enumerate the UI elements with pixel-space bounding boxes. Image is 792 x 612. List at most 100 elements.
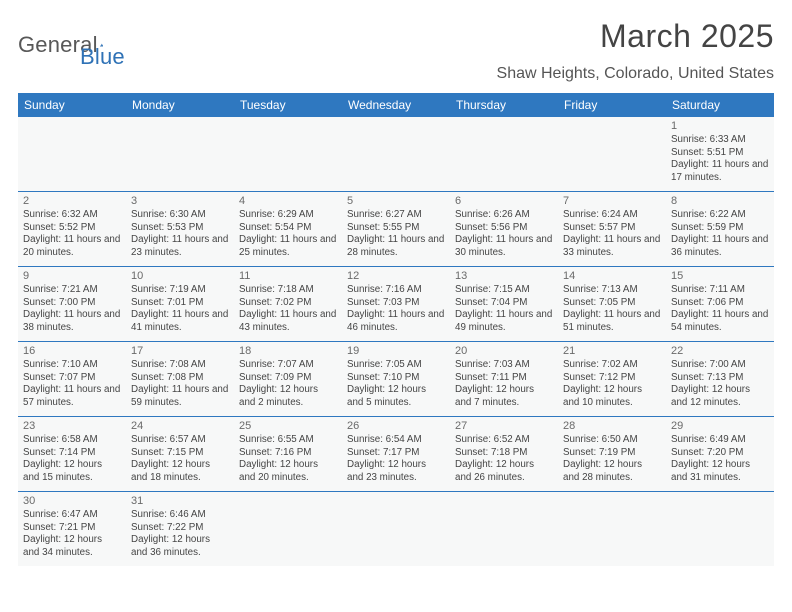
day-header: Friday	[558, 93, 666, 117]
day-number: 31	[131, 494, 229, 508]
sunset: Sunset: 7:20 PM	[671, 447, 769, 460]
daylight: Daylight: 11 hours and 41 minutes.	[131, 309, 229, 334]
day-number: 2	[23, 194, 121, 208]
day-header: Monday	[126, 93, 234, 117]
daylight: Daylight: 12 hours and 34 minutes.	[23, 534, 121, 559]
day-content: 2Sunrise: 6:32 AMSunset: 5:52 PMDaylight…	[18, 192, 126, 262]
sunset: Sunset: 7:02 PM	[239, 297, 337, 310]
sunset: Sunset: 7:03 PM	[347, 297, 445, 310]
sunset: Sunset: 7:00 PM	[23, 297, 121, 310]
sunset: Sunset: 7:16 PM	[239, 447, 337, 460]
day-content: 7Sunrise: 6:24 AMSunset: 5:57 PMDaylight…	[558, 192, 666, 262]
sunrise: Sunrise: 6:46 AM	[131, 509, 229, 522]
sunset: Sunset: 7:12 PM	[563, 372, 661, 385]
day-cell: 19Sunrise: 7:05 AMSunset: 7:10 PMDayligh…	[342, 342, 450, 417]
day-cell: 10Sunrise: 7:19 AMSunset: 7:01 PMDayligh…	[126, 267, 234, 342]
day-number: 3	[131, 194, 229, 208]
day-cell: 4Sunrise: 6:29 AMSunset: 5:54 PMDaylight…	[234, 192, 342, 267]
sunrise: Sunrise: 7:13 AM	[563, 284, 661, 297]
sunset: Sunset: 7:10 PM	[347, 372, 445, 385]
day-content: 6Sunrise: 6:26 AMSunset: 5:56 PMDaylight…	[450, 192, 558, 262]
day-cell: 2Sunrise: 6:32 AMSunset: 5:52 PMDaylight…	[18, 192, 126, 267]
day-number: 23	[23, 419, 121, 433]
calendar-row: 16Sunrise: 7:10 AMSunset: 7:07 PMDayligh…	[18, 342, 774, 417]
empty-cell	[450, 492, 558, 567]
day-number: 29	[671, 419, 769, 433]
calendar-body: 1Sunrise: 6:33 AMSunset: 5:51 PMDaylight…	[18, 117, 774, 566]
sunrise: Sunrise: 7:19 AM	[131, 284, 229, 297]
day-header: Saturday	[666, 93, 774, 117]
day-cell: 15Sunrise: 7:11 AMSunset: 7:06 PMDayligh…	[666, 267, 774, 342]
sunset: Sunset: 5:52 PM	[23, 222, 121, 235]
sunset: Sunset: 5:59 PM	[671, 222, 769, 235]
day-content: 15Sunrise: 7:11 AMSunset: 7:06 PMDayligh…	[666, 267, 774, 337]
day-cell: 18Sunrise: 7:07 AMSunset: 7:09 PMDayligh…	[234, 342, 342, 417]
daylight: Daylight: 12 hours and 23 minutes.	[347, 459, 445, 484]
day-content: 9Sunrise: 7:21 AMSunset: 7:00 PMDaylight…	[18, 267, 126, 337]
sunset: Sunset: 7:08 PM	[131, 372, 229, 385]
day-content: 8Sunrise: 6:22 AMSunset: 5:59 PMDaylight…	[666, 192, 774, 262]
day-cell: 16Sunrise: 7:10 AMSunset: 7:07 PMDayligh…	[18, 342, 126, 417]
title-block: March 2025 Shaw Heights, Colorado, Unite…	[497, 18, 774, 93]
daylight: Daylight: 11 hours and 36 minutes.	[671, 234, 769, 259]
sunrise: Sunrise: 6:22 AM	[671, 209, 769, 222]
sunrise: Sunrise: 6:58 AM	[23, 434, 121, 447]
empty-cell	[342, 492, 450, 567]
day-number: 8	[671, 194, 769, 208]
day-cell: 20Sunrise: 7:03 AMSunset: 7:11 PMDayligh…	[450, 342, 558, 417]
sunrise: Sunrise: 7:03 AM	[455, 359, 553, 372]
sunset: Sunset: 7:04 PM	[455, 297, 553, 310]
day-cell: 21Sunrise: 7:02 AMSunset: 7:12 PMDayligh…	[558, 342, 666, 417]
sunset: Sunset: 7:09 PM	[239, 372, 337, 385]
logo-blue-wrap: Blue	[80, 44, 125, 70]
daylight: Daylight: 11 hours and 25 minutes.	[239, 234, 337, 259]
sunset: Sunset: 7:18 PM	[455, 447, 553, 460]
empty-cell	[342, 117, 450, 192]
empty-cell	[666, 492, 774, 567]
calendar-row: 9Sunrise: 7:21 AMSunset: 7:00 PMDaylight…	[18, 267, 774, 342]
day-content: 5Sunrise: 6:27 AMSunset: 5:55 PMDaylight…	[342, 192, 450, 262]
daylight: Daylight: 12 hours and 20 minutes.	[239, 459, 337, 484]
header: General March 2025 Shaw Heights, Colorad…	[18, 18, 774, 93]
day-cell: 25Sunrise: 6:55 AMSunset: 7:16 PMDayligh…	[234, 417, 342, 492]
day-cell: 24Sunrise: 6:57 AMSunset: 7:15 PMDayligh…	[126, 417, 234, 492]
day-content: 4Sunrise: 6:29 AMSunset: 5:54 PMDaylight…	[234, 192, 342, 262]
sunset: Sunset: 7:15 PM	[131, 447, 229, 460]
daylight: Daylight: 11 hours and 20 minutes.	[23, 234, 121, 259]
daylight: Daylight: 11 hours and 43 minutes.	[239, 309, 337, 334]
sunrise: Sunrise: 6:29 AM	[239, 209, 337, 222]
calendar-head: SundayMondayTuesdayWednesdayThursdayFrid…	[18, 93, 774, 117]
day-content: 19Sunrise: 7:05 AMSunset: 7:10 PMDayligh…	[342, 342, 450, 412]
empty-cell	[18, 117, 126, 192]
sunrise: Sunrise: 6:55 AM	[239, 434, 337, 447]
day-content: 21Sunrise: 7:02 AMSunset: 7:12 PMDayligh…	[558, 342, 666, 412]
sunset: Sunset: 7:22 PM	[131, 522, 229, 535]
sunset: Sunset: 7:06 PM	[671, 297, 769, 310]
daylight: Daylight: 12 hours and 5 minutes.	[347, 384, 445, 409]
day-cell: 11Sunrise: 7:18 AMSunset: 7:02 PMDayligh…	[234, 267, 342, 342]
day-number: 11	[239, 269, 337, 283]
day-number: 1	[671, 119, 769, 133]
daylight: Daylight: 12 hours and 15 minutes.	[23, 459, 121, 484]
daylight: Daylight: 12 hours and 10 minutes.	[563, 384, 661, 409]
day-content: 30Sunrise: 6:47 AMSunset: 7:21 PMDayligh…	[18, 492, 126, 562]
sunset: Sunset: 5:56 PM	[455, 222, 553, 235]
daylight: Daylight: 12 hours and 18 minutes.	[131, 459, 229, 484]
day-content: 20Sunrise: 7:03 AMSunset: 7:11 PMDayligh…	[450, 342, 558, 412]
sunset: Sunset: 5:57 PM	[563, 222, 661, 235]
sunset: Sunset: 5:55 PM	[347, 222, 445, 235]
sunrise: Sunrise: 6:57 AM	[131, 434, 229, 447]
day-number: 16	[23, 344, 121, 358]
day-number: 28	[563, 419, 661, 433]
day-cell: 9Sunrise: 7:21 AMSunset: 7:00 PMDaylight…	[18, 267, 126, 342]
daylight: Daylight: 12 hours and 7 minutes.	[455, 384, 553, 409]
empty-cell	[234, 117, 342, 192]
sunrise: Sunrise: 6:24 AM	[563, 209, 661, 222]
day-number: 27	[455, 419, 553, 433]
day-cell: 26Sunrise: 6:54 AMSunset: 7:17 PMDayligh…	[342, 417, 450, 492]
day-header: Tuesday	[234, 93, 342, 117]
daylight: Daylight: 12 hours and 12 minutes.	[671, 384, 769, 409]
empty-cell	[234, 492, 342, 567]
sunset: Sunset: 5:51 PM	[671, 147, 769, 160]
day-cell: 14Sunrise: 7:13 AMSunset: 7:05 PMDayligh…	[558, 267, 666, 342]
